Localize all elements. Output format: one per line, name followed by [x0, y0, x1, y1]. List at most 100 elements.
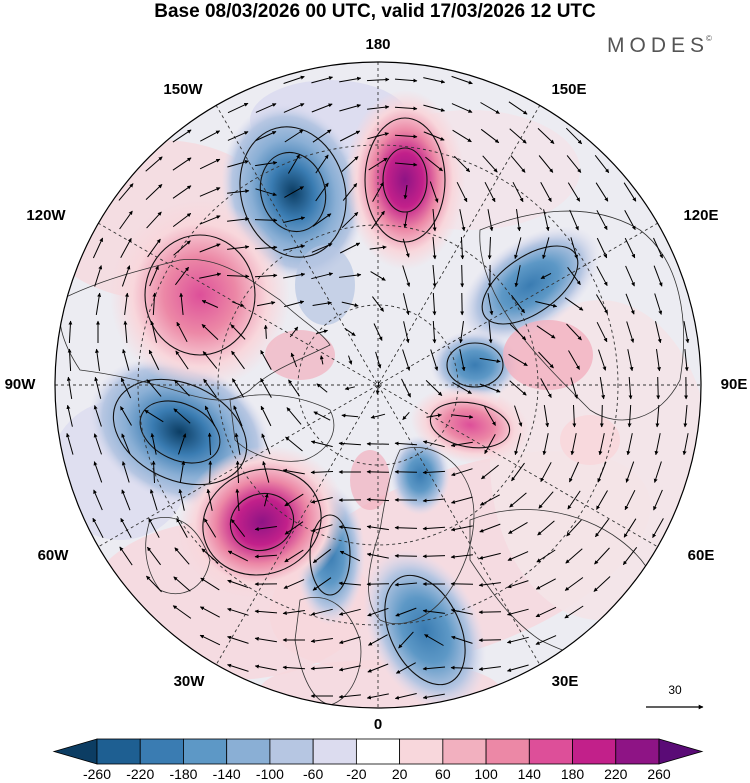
map-title: Base 08/03/2026 00 UTC, valid 17/03/2026…: [154, 1, 596, 22]
wind-vector: [199, 272, 222, 279]
wind-vector: [341, 413, 359, 418]
lon-label-150e: 150E: [551, 81, 587, 98]
wind-vector: [535, 301, 558, 308]
wind-vector: [172, 212, 192, 228]
wind-vector: [451, 75, 473, 85]
wind-vector: [508, 521, 528, 535]
wind-vector: [287, 154, 301, 174]
wind-vector: [313, 411, 331, 421]
wind-vector: [535, 635, 557, 645]
wind-vector: [95, 292, 102, 315]
wind-vector: [542, 237, 550, 259]
wind-vector: [227, 245, 250, 250]
wind-vector: [516, 209, 521, 232]
wind-vector: [121, 265, 131, 287]
wind-vector: [450, 665, 474, 670]
wind-vector: [174, 547, 190, 565]
wind-vector: [282, 610, 305, 615]
wind-vector: [453, 155, 471, 173]
wind-vector: [310, 470, 334, 475]
wind-vector: [507, 608, 529, 616]
wind-vector: [402, 293, 410, 316]
wind-vector: [283, 103, 305, 113]
wind-vector: [254, 664, 277, 671]
wind-vector: [507, 580, 529, 589]
wind-vector: [263, 324, 268, 339]
wind-vector: [394, 582, 418, 587]
wind-vector: [422, 470, 446, 475]
wind-vector: [254, 218, 278, 223]
height-contours: [112, 117, 579, 686]
wind-vector: [178, 433, 187, 455]
wind-vector: [121, 489, 131, 511]
wind-vector: [540, 182, 552, 203]
lon-label-120w: 120W: [26, 207, 66, 224]
wind-vector: [311, 524, 333, 533]
wind-vector: [149, 265, 159, 287]
wind-vector: [208, 460, 213, 484]
lon-label-60e: 60E: [687, 547, 715, 564]
wind-vector: [481, 464, 499, 480]
lon-label-120e: 120E: [683, 207, 719, 224]
wind-vector: [596, 490, 608, 510]
wind-vector: [282, 468, 305, 475]
wind-vector: [66, 433, 74, 455]
wind-vector: [484, 181, 496, 203]
wind-vector: [172, 605, 192, 619]
wind-vector: [482, 155, 498, 173]
wind-vector: [570, 237, 579, 259]
wind-vector: [284, 521, 304, 535]
wind-vector: [367, 105, 390, 110]
wind-vector: [366, 552, 389, 559]
wind-vector: [227, 131, 249, 141]
wind-vector: [625, 293, 635, 315]
wind-vector: [623, 182, 637, 202]
brand-name: MODES: [607, 34, 710, 57]
wind-vector: [94, 265, 103, 287]
wind-vector: [599, 404, 604, 428]
wind-vector: [255, 131, 277, 141]
wind-vector: [310, 638, 333, 643]
colorbar-swatch: [485, 738, 530, 765]
wind-vector: [543, 405, 550, 428]
wind-vector: [174, 266, 190, 286]
wind-vector: [226, 274, 250, 279]
wind-vector: [92, 237, 104, 259]
wind-vector: [339, 242, 361, 254]
wind-vector: [452, 129, 472, 143]
wind-vector: [566, 155, 582, 173]
wind-vector: [312, 301, 332, 306]
wind-vectors: [66, 75, 690, 700]
wind-vector: [93, 433, 102, 455]
wind-vector: [628, 376, 633, 400]
wind-vector: [204, 405, 216, 427]
wind-vector: [567, 490, 581, 510]
wind-vector: [403, 185, 408, 200]
wind-vector: [656, 376, 661, 400]
wind-vector: [511, 462, 525, 482]
colorbar-swatch: [528, 738, 573, 765]
wind-vector: [656, 349, 661, 372]
wind-vector: [372, 296, 384, 312]
wind-vector: [623, 518, 637, 538]
wind-vector: [597, 461, 607, 483]
wind-vector: [538, 491, 554, 509]
wind-vector: [231, 301, 245, 307]
wind-vector: [260, 378, 272, 398]
wind-vector: [572, 404, 577, 428]
lon-label-60w: 60W: [37, 547, 69, 564]
wind-vector: [367, 607, 389, 617]
wind-vector: [120, 517, 132, 538]
wind-vector: [487, 293, 494, 316]
wind-vector: [423, 131, 445, 141]
wind-vector: [290, 352, 298, 368]
wind-vector: [255, 103, 277, 113]
wind-vector: [339, 104, 361, 112]
wind-vector: [146, 379, 162, 397]
wind-vector: [398, 631, 414, 649]
wind-vector: [235, 460, 240, 484]
wind-vector: [366, 693, 389, 700]
wind-vector: [260, 350, 272, 370]
wind-vector: [199, 215, 221, 225]
wind-vector: [366, 582, 390, 587]
